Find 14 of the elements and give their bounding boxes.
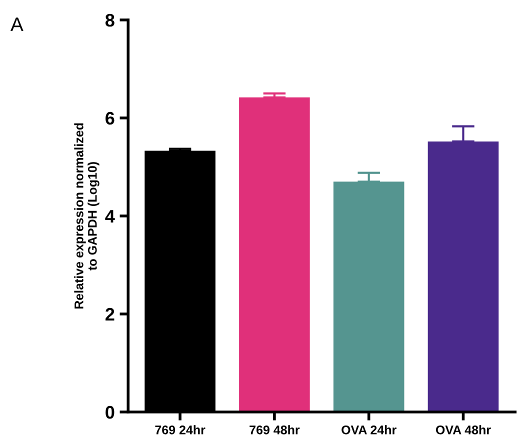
bar: [333, 182, 404, 412]
y-tick-label: 4: [105, 210, 115, 223]
x-tick-label: 769 48hr: [250, 425, 300, 434]
bar: [428, 141, 499, 412]
bar: [239, 97, 310, 412]
y-tick-label: 6: [106, 112, 114, 125]
x-tick-label: OVA 48hr: [436, 425, 491, 434]
y-tick-label: 0: [106, 406, 114, 419]
y-tick-label: 8: [105, 14, 114, 27]
y-tick-label: 2: [106, 308, 114, 321]
x-tick-label: OVA 24hr: [342, 425, 396, 434]
text: A: [10, 18, 24, 32]
x-tick-label: 769 24hr: [155, 425, 206, 434]
y-axis-title: Relative expression normalized to GAPDH (Log10): [74, 123, 100, 309]
